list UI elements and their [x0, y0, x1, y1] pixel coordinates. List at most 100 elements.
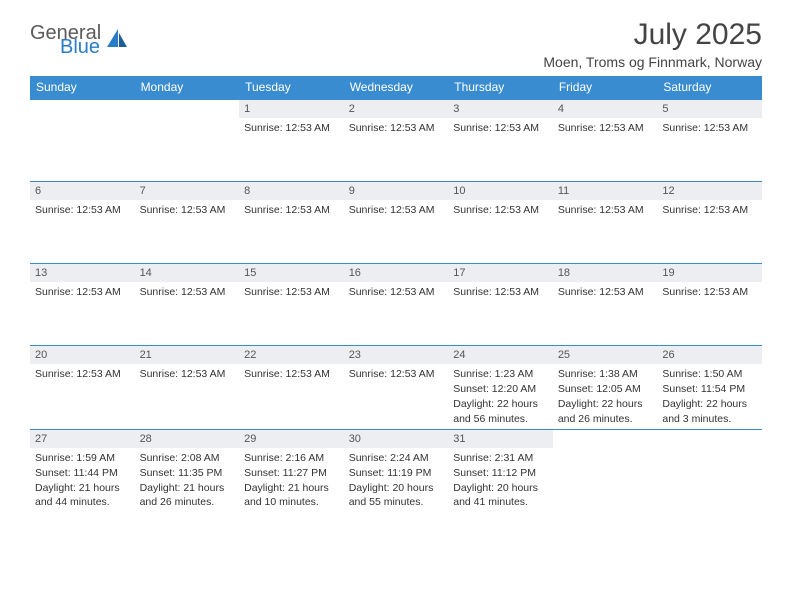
day-number: 13 [30, 264, 135, 282]
day-detail-line: Sunrise: 1:23 AM [453, 367, 548, 381]
day-number: 28 [135, 430, 240, 448]
day-details: Sunrise: 2:16 AMSunset: 11:27 PMDaylight… [239, 448, 344, 513]
day-detail-line: Sunrise: 12:53 AM [558, 285, 653, 299]
day-detail-line: Sunrise: 12:53 AM [35, 285, 130, 299]
day-detail-line: Sunrise: 12:53 AM [244, 203, 339, 217]
title-block: July 2025 Moen, Troms og Finnmark, Norwa… [543, 18, 762, 70]
day-number: 10 [448, 182, 553, 200]
day-details: Sunrise: 2:08 AMSunset: 11:35 PMDaylight… [135, 448, 240, 513]
day-details: Sunrise: 12:53 AM [30, 200, 135, 220]
day-details: Sunrise: 12:53 AM [344, 364, 449, 384]
day-number: 29 [239, 430, 344, 448]
day-number: 31 [448, 430, 553, 448]
calendar-week-row: 20Sunrise: 12:53 AM21Sunrise: 12:53 AM22… [30, 346, 762, 430]
logo-word-blue: Blue [60, 38, 101, 56]
day-detail-line: Sunrise: 12:53 AM [662, 121, 757, 135]
calendar-day-cell: 26Sunrise: 1:50 AMSunset: 11:54 PMDaylig… [657, 346, 762, 430]
weekday-header: Thursday [448, 76, 553, 100]
day-details: Sunrise: 12:53 AM [448, 200, 553, 220]
day-details: Sunrise: 12:53 AM [553, 200, 658, 220]
day-number: 22 [239, 346, 344, 364]
day-detail-line: Sunrise: 12:53 AM [349, 367, 444, 381]
day-number: 24 [448, 346, 553, 364]
day-details: Sunrise: 12:53 AM [135, 364, 240, 384]
calendar-day-cell: 25Sunrise: 1:38 AMSunset: 12:05 AMDaylig… [553, 346, 658, 430]
page-title: July 2025 [543, 18, 762, 52]
day-details: Sunrise: 1:50 AMSunset: 11:54 PMDaylight… [657, 364, 762, 429]
day-details: Sunrise: 12:53 AM [135, 282, 240, 302]
day-details: Sunrise: 12:53 AM [448, 282, 553, 302]
day-number: 18 [553, 264, 658, 282]
day-detail-line: Sunrise: 12:53 AM [244, 121, 339, 135]
weekday-header: Saturday [657, 76, 762, 100]
day-number: 3 [448, 100, 553, 118]
day-details: Sunrise: 12:53 AM [30, 282, 135, 302]
day-details: Sunrise: 2:24 AMSunset: 11:19 PMDaylight… [344, 448, 449, 513]
weekday-header: Wednesday [344, 76, 449, 100]
calendar-day-cell: 13 Sunrise: 12:53 AM [30, 264, 135, 346]
calendar-day-cell: 17Sunrise: 12:53 AM [448, 264, 553, 346]
day-number: 30 [344, 430, 449, 448]
day-detail-line: Sunrise: 1:38 AM [558, 367, 653, 381]
day-number: 23 [344, 346, 449, 364]
day-detail-line: Sunrise: 12:53 AM [349, 203, 444, 217]
day-number: 27 [30, 430, 135, 448]
day-detail-line: Sunrise: 12:53 AM [244, 367, 339, 381]
day-number: 19 [657, 264, 762, 282]
day-detail-line: Sunrise: 12:53 AM [558, 121, 653, 135]
day-detail-line: Daylight: 21 hours and 26 minutes. [140, 481, 235, 509]
day-detail-line: Sunset: 11:19 PM [349, 466, 444, 480]
day-number: 16 [344, 264, 449, 282]
day-details [657, 436, 762, 441]
day-number: 7 [135, 182, 240, 200]
day-number: 1 [239, 100, 344, 118]
day-detail-line: Daylight: 21 hours and 44 minutes. [35, 481, 130, 509]
day-detail-line: Sunrise: 12:53 AM [453, 203, 548, 217]
day-details: Sunrise: 1:59 AMSunset: 11:44 PMDaylight… [30, 448, 135, 513]
day-details: Sunrise: 1:38 AMSunset: 12:05 AMDaylight… [553, 364, 658, 429]
calendar-day-cell: 6Sunrise: 12:53 AM [30, 182, 135, 264]
day-details: Sunrise: 12:53 AM [239, 200, 344, 220]
day-details [135, 106, 240, 111]
day-detail-line: Sunset: 11:54 PM [662, 382, 757, 396]
calendar-week-row: 1Sunrise: 12:53 AM2Sunrise: 12:53 AM3Sun… [30, 100, 762, 182]
day-detail-line: Sunrise: 12:53 AM [662, 285, 757, 299]
day-number: 25 [553, 346, 658, 364]
calendar-day-cell: 1 Sunrise: 12:53 AM [239, 100, 344, 182]
day-details: Sunrise: 12:53 AM [344, 118, 449, 138]
day-detail-line: Daylight: 22 hours and 56 minutes. [453, 397, 548, 425]
day-number: 15 [239, 264, 344, 282]
calendar-day-cell: 7 Sunrise: 12:53 AM [135, 182, 240, 264]
calendar-day-cell: 14Sunrise: 12:53 AM [135, 264, 240, 346]
calendar-day-cell: 16Sunrise: 12:53 AM [344, 264, 449, 346]
sail-icon [105, 27, 129, 54]
day-detail-line: Sunrise: 1:50 AM [662, 367, 757, 381]
calendar-day-cell: 31Sunrise: 2:31 AMSunset: 11:12 PMDaylig… [448, 429, 553, 512]
day-detail-line: Sunrise: 12:53 AM [140, 367, 235, 381]
day-detail-line: Sunset: 11:44 PM [35, 466, 130, 480]
day-number: 12 [657, 182, 762, 200]
calendar-day-cell: 21Sunrise: 12:53 AM [135, 346, 240, 430]
calendar-day-cell: 4Sunrise: 12:53 AM [553, 100, 658, 182]
day-detail-line: Daylight: 20 hours and 41 minutes. [453, 481, 548, 509]
day-number: 20 [30, 346, 135, 364]
calendar-day-cell: 3 Sunrise: 12:53 AM [448, 100, 553, 182]
day-detail-line: Sunrise: 12:53 AM [453, 121, 548, 135]
calendar-day-cell [553, 429, 658, 512]
day-detail-line: Sunrise: 2:08 AM [140, 451, 235, 465]
day-details [30, 106, 135, 111]
calendar-day-cell: 27Sunrise: 1:59 AMSunset: 11:44 PMDaylig… [30, 429, 135, 512]
calendar-day-cell: 23 Sunrise: 12:53 AM [344, 346, 449, 430]
day-details: Sunrise: 1:23 AMSunset: 12:20 AMDaylight… [448, 364, 553, 429]
calendar-week-row: 13Sunrise: 12:53 AM14Sunrise: 12:53 AM15… [30, 264, 762, 346]
day-detail-line: Sunrise: 12:53 AM [140, 203, 235, 217]
calendar-day-cell: 28Sunrise: 2:08 AMSunset: 11:35 PMDaylig… [135, 429, 240, 512]
day-detail-line: Sunrise: 2:16 AM [244, 451, 339, 465]
calendar-day-cell: 2Sunrise: 12:53 AM [344, 100, 449, 182]
day-number: 8 [239, 182, 344, 200]
day-detail-line: Sunset: 12:05 AM [558, 382, 653, 396]
day-detail-line: Daylight: 20 hours and 55 minutes. [349, 481, 444, 509]
weekday-header-row: Sunday Monday Tuesday Wednesday Thursday… [30, 76, 762, 100]
day-detail-line: Sunrise: 12:53 AM [349, 121, 444, 135]
calendar-day-cell: 18 Sunrise: 12:53 AM [553, 264, 658, 346]
